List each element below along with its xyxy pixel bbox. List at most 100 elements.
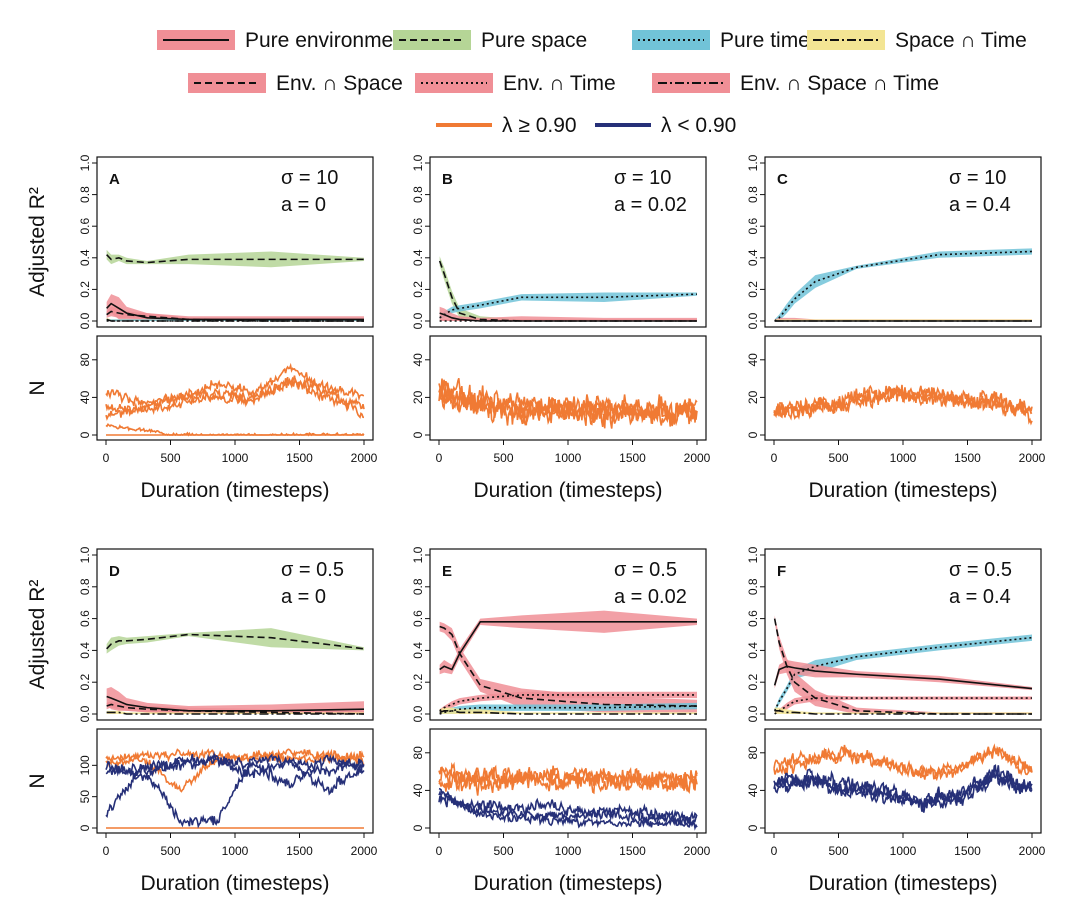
n-run-line (438, 387, 698, 429)
panel-letter: E (442, 563, 452, 580)
n-run-line (773, 765, 1033, 810)
r2-tick-label: 1.0 (746, 546, 760, 563)
n-tick-label: 40 (411, 783, 425, 797)
r2-line-pure-environment (439, 620, 697, 671)
r2-tick-label: 1.0 (411, 546, 425, 563)
r2-band-pure-environment (106, 294, 365, 321)
n-axis-title: N (26, 773, 49, 788)
legend-item: λ < 0.90 (595, 114, 736, 137)
r2-tick-label: 0.4 (78, 249, 92, 266)
r2-line-env-space (439, 625, 698, 707)
r2-tick-label: 0.4 (411, 249, 425, 266)
panel-F: 0.0 0.2 0.4 0.6 0.8 1.0 F σ = 0.5 a = 0.4 0 40 80 0 5… (746, 546, 1046, 895)
n-tick-label: 40 (746, 353, 760, 367)
legend-item: Env. ∩ Space ∩ Time (652, 72, 939, 95)
r2-tick-label: 0.6 (78, 610, 92, 627)
r2-tick-label: 1.0 (411, 154, 425, 171)
r2-line-env-time (439, 694, 697, 712)
r2-line-pure-time (774, 250, 1033, 322)
sigma-label: σ = 0.5 (614, 559, 677, 581)
legend-label: Pure environment (245, 29, 411, 52)
n-series-group (773, 384, 1033, 426)
r2-line-pure-environment (106, 302, 364, 321)
r2-tick-label: 0.8 (411, 186, 425, 203)
r2-tick-label: 0.8 (411, 578, 425, 595)
panel-letter: B (442, 171, 453, 188)
legend-item: Pure environment (157, 29, 411, 52)
x-tick-label: 2000 (1019, 451, 1046, 465)
a-label: a = 0 (281, 586, 326, 608)
n-tick-label: 40 (746, 783, 760, 797)
legend-label: λ < 0.90 (661, 114, 736, 137)
legend-item: Pure space (393, 29, 587, 52)
x-axis-title: Duration (timesteps) (140, 872, 329, 895)
n-tick-label: 100 (78, 755, 92, 775)
r2-tick-label: 0.0 (411, 312, 425, 329)
n-tick-label: 0 (78, 824, 92, 831)
x-tick-label: 500 (493, 844, 513, 858)
r2-tick-label: 0.8 (78, 186, 92, 203)
n-run-line (773, 387, 1033, 420)
legend-item: λ ≥ 0.90 (436, 114, 577, 137)
n-plot-frame (429, 335, 707, 441)
legend-label: Pure time (720, 29, 810, 52)
n-run-line (105, 423, 365, 437)
n-series-group (105, 748, 365, 829)
r2-tick-label: 0.6 (746, 218, 760, 235)
a-label: a = 0.4 (949, 586, 1011, 608)
n-tick-label: 0 (411, 431, 425, 438)
x-tick-label: 0 (103, 844, 110, 858)
r2-line-env-space (106, 310, 364, 322)
r2-band-space-time (774, 707, 1032, 714)
r2-line-pure-space (106, 254, 364, 264)
x-tick-label: 2000 (351, 844, 378, 858)
r2-tick-label: 0.2 (411, 674, 425, 691)
x-tick-label: 1500 (954, 844, 981, 858)
n-run-line (105, 750, 365, 793)
r2-tick-label: 0.8 (78, 578, 92, 595)
n-run-line (105, 753, 365, 781)
r2-tick-label: 1.0 (78, 546, 92, 563)
x-axis-title: Duration (timesteps) (808, 479, 997, 502)
panel-letter: F (777, 563, 786, 580)
x-tick-label: 500 (160, 451, 180, 465)
r2-plot-frame (96, 156, 374, 328)
x-axis-title: Duration (timesteps) (808, 872, 997, 895)
x-tick-label: 2000 (684, 844, 711, 858)
panel-letter: D (109, 563, 120, 580)
n-run-line (105, 748, 365, 764)
n-tick-label: 50 (78, 790, 92, 804)
n-tick-label: 20 (411, 390, 425, 404)
r2-line-pure-time (773, 636, 1033, 712)
n-run-line (773, 771, 1033, 813)
n-tick-label: 80 (746, 746, 760, 760)
n-tick-label: 0 (746, 824, 760, 831)
r2-band-env-space (106, 306, 365, 321)
n-tick-label: 0 (78, 431, 92, 438)
r2-band-pure-time (774, 248, 1032, 321)
legend-label: Space ∩ Time (895, 29, 1027, 52)
x-axis-title: Duration (timesteps) (473, 872, 662, 895)
legend-label: λ ≥ 0.90 (502, 114, 577, 137)
legend-swatch (807, 30, 885, 50)
n-tick-label: 0 (411, 824, 425, 831)
n-run-line (438, 787, 698, 831)
r2-band-pure-environment (774, 659, 1032, 691)
r2-plot-frame (764, 548, 1042, 721)
x-tick-label: 1500 (619, 844, 646, 858)
legend-item: Env. ∩ Space (188, 72, 403, 95)
r2-line-space-time (439, 710, 697, 715)
r2-axis-title: Adjusted R² (26, 580, 49, 690)
legend-label: Env. ∩ Time (503, 72, 616, 95)
r2-band-pure-time (774, 634, 1032, 713)
r2-band-pure-space (106, 628, 365, 654)
r2-tick-label: 0.6 (411, 610, 425, 627)
x-tick-label: 1000 (890, 451, 917, 465)
a-label: a = 0.4 (949, 194, 1011, 216)
x-axis-title: Duration (timesteps) (140, 479, 329, 502)
legend-label: Env. ∩ Space ∩ Time (740, 72, 939, 95)
r2-band-space-time (439, 707, 697, 714)
x-tick-label: 2000 (684, 451, 711, 465)
